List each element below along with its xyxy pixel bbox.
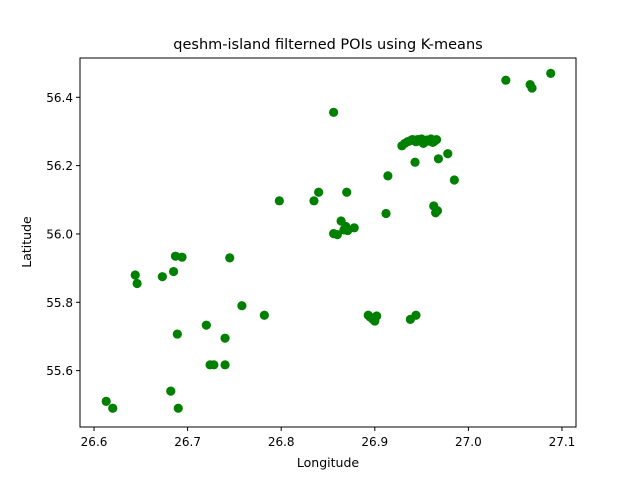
data-point [527, 83, 537, 93]
data-point [166, 386, 176, 396]
x-tick-label: 27.1 [549, 435, 576, 449]
chart-title: qeshm-island filterned POIs using K-mean… [173, 37, 482, 53]
data-point [433, 154, 444, 164]
data-point [372, 311, 382, 321]
data-point [501, 75, 511, 85]
data-point [443, 149, 453, 159]
data-point [274, 196, 284, 206]
x-axis-ticks: 26.6 26.7 26.8 26.9 27.0 27.1 [81, 427, 576, 449]
data-point [201, 320, 211, 330]
data-point [157, 272, 167, 282]
data-point [349, 223, 359, 233]
data-point [410, 157, 420, 167]
y-tick-label: 55.6 [46, 364, 73, 378]
data-point [108, 403, 118, 413]
data-point [432, 206, 443, 216]
data-point [225, 253, 235, 263]
y-axis-ticks: 55.6 55.8 56.0 56.2 56.4 [46, 91, 80, 378]
data-points [101, 68, 556, 413]
data-point [381, 208, 391, 219]
y-tick-label: 56.4 [46, 91, 73, 105]
data-point [220, 333, 230, 343]
data-point [309, 196, 319, 206]
plot-frame [79, 57, 577, 428]
data-point [132, 278, 142, 289]
data-point [383, 171, 393, 181]
x-tick-label: 26.9 [361, 435, 388, 449]
data-point [209, 360, 219, 370]
data-point [546, 68, 556, 78]
y-tick-label: 56.2 [46, 159, 73, 173]
data-point [172, 329, 182, 339]
data-point [431, 135, 442, 145]
data-point [449, 175, 459, 185]
data-point [177, 252, 187, 262]
x-tick-label: 26.8 [268, 435, 295, 449]
data-point [220, 360, 230, 370]
data-point [101, 396, 111, 406]
plot-area [80, 58, 576, 427]
y-tick-label: 55.8 [46, 296, 73, 310]
y-axis-label: Latitude [19, 216, 34, 268]
data-point [329, 107, 339, 117]
data-point [314, 187, 324, 197]
data-point [237, 301, 247, 311]
x-tick-label: 26.7 [174, 435, 201, 449]
y-tick-label: 56.0 [46, 227, 73, 241]
x-tick-label: 26.6 [81, 435, 108, 449]
x-axis-label: Longitude [297, 455, 359, 470]
x-tick-label: 27.0 [455, 435, 482, 449]
data-point [259, 310, 269, 320]
data-point [342, 187, 352, 197]
data-point [130, 270, 140, 280]
data-point [332, 230, 342, 240]
data-point [411, 310, 421, 320]
data-point [173, 403, 183, 413]
data-point [168, 266, 179, 277]
